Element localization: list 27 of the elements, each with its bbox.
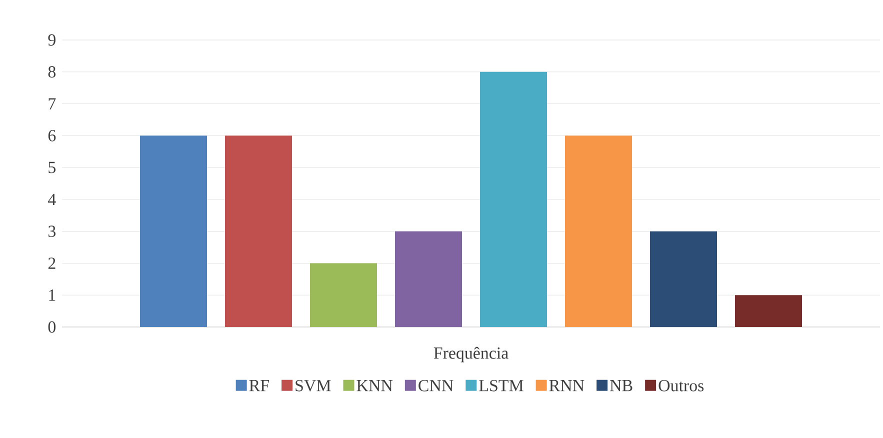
bar [650, 231, 718, 327]
y-tick-label: 9 [48, 34, 56, 46]
x-tick-label: Frequência [434, 346, 508, 362]
y-tick-label: 7 [48, 98, 56, 110]
y-tick-label: 5 [48, 162, 56, 174]
legend-label: CNN [418, 380, 454, 392]
y-tick-label: 8 [48, 66, 56, 78]
y-tick-label: 0 [48, 321, 56, 333]
bar [225, 136, 292, 327]
bar [395, 231, 462, 327]
y-tick-label: 6 [48, 130, 56, 142]
y-tick-label: 1 [49, 290, 56, 301]
legend-label: RNN [549, 380, 584, 392]
y-tick-label: 3 [48, 226, 56, 238]
legend-label: KNN [356, 380, 393, 392]
legend-label: RF [249, 380, 269, 392]
legend-label: SVM [296, 380, 331, 392]
bar [140, 136, 207, 327]
y-tick-label: 4 [48, 194, 56, 206]
bar [310, 263, 377, 327]
legend-label: NB [610, 380, 632, 392]
bar [480, 72, 548, 327]
y-tick-label: 2 [48, 258, 56, 269]
legend-label: Outros [658, 380, 704, 392]
bar [565, 136, 632, 327]
bar [735, 295, 802, 327]
legend-label: LSTM [479, 380, 524, 392]
